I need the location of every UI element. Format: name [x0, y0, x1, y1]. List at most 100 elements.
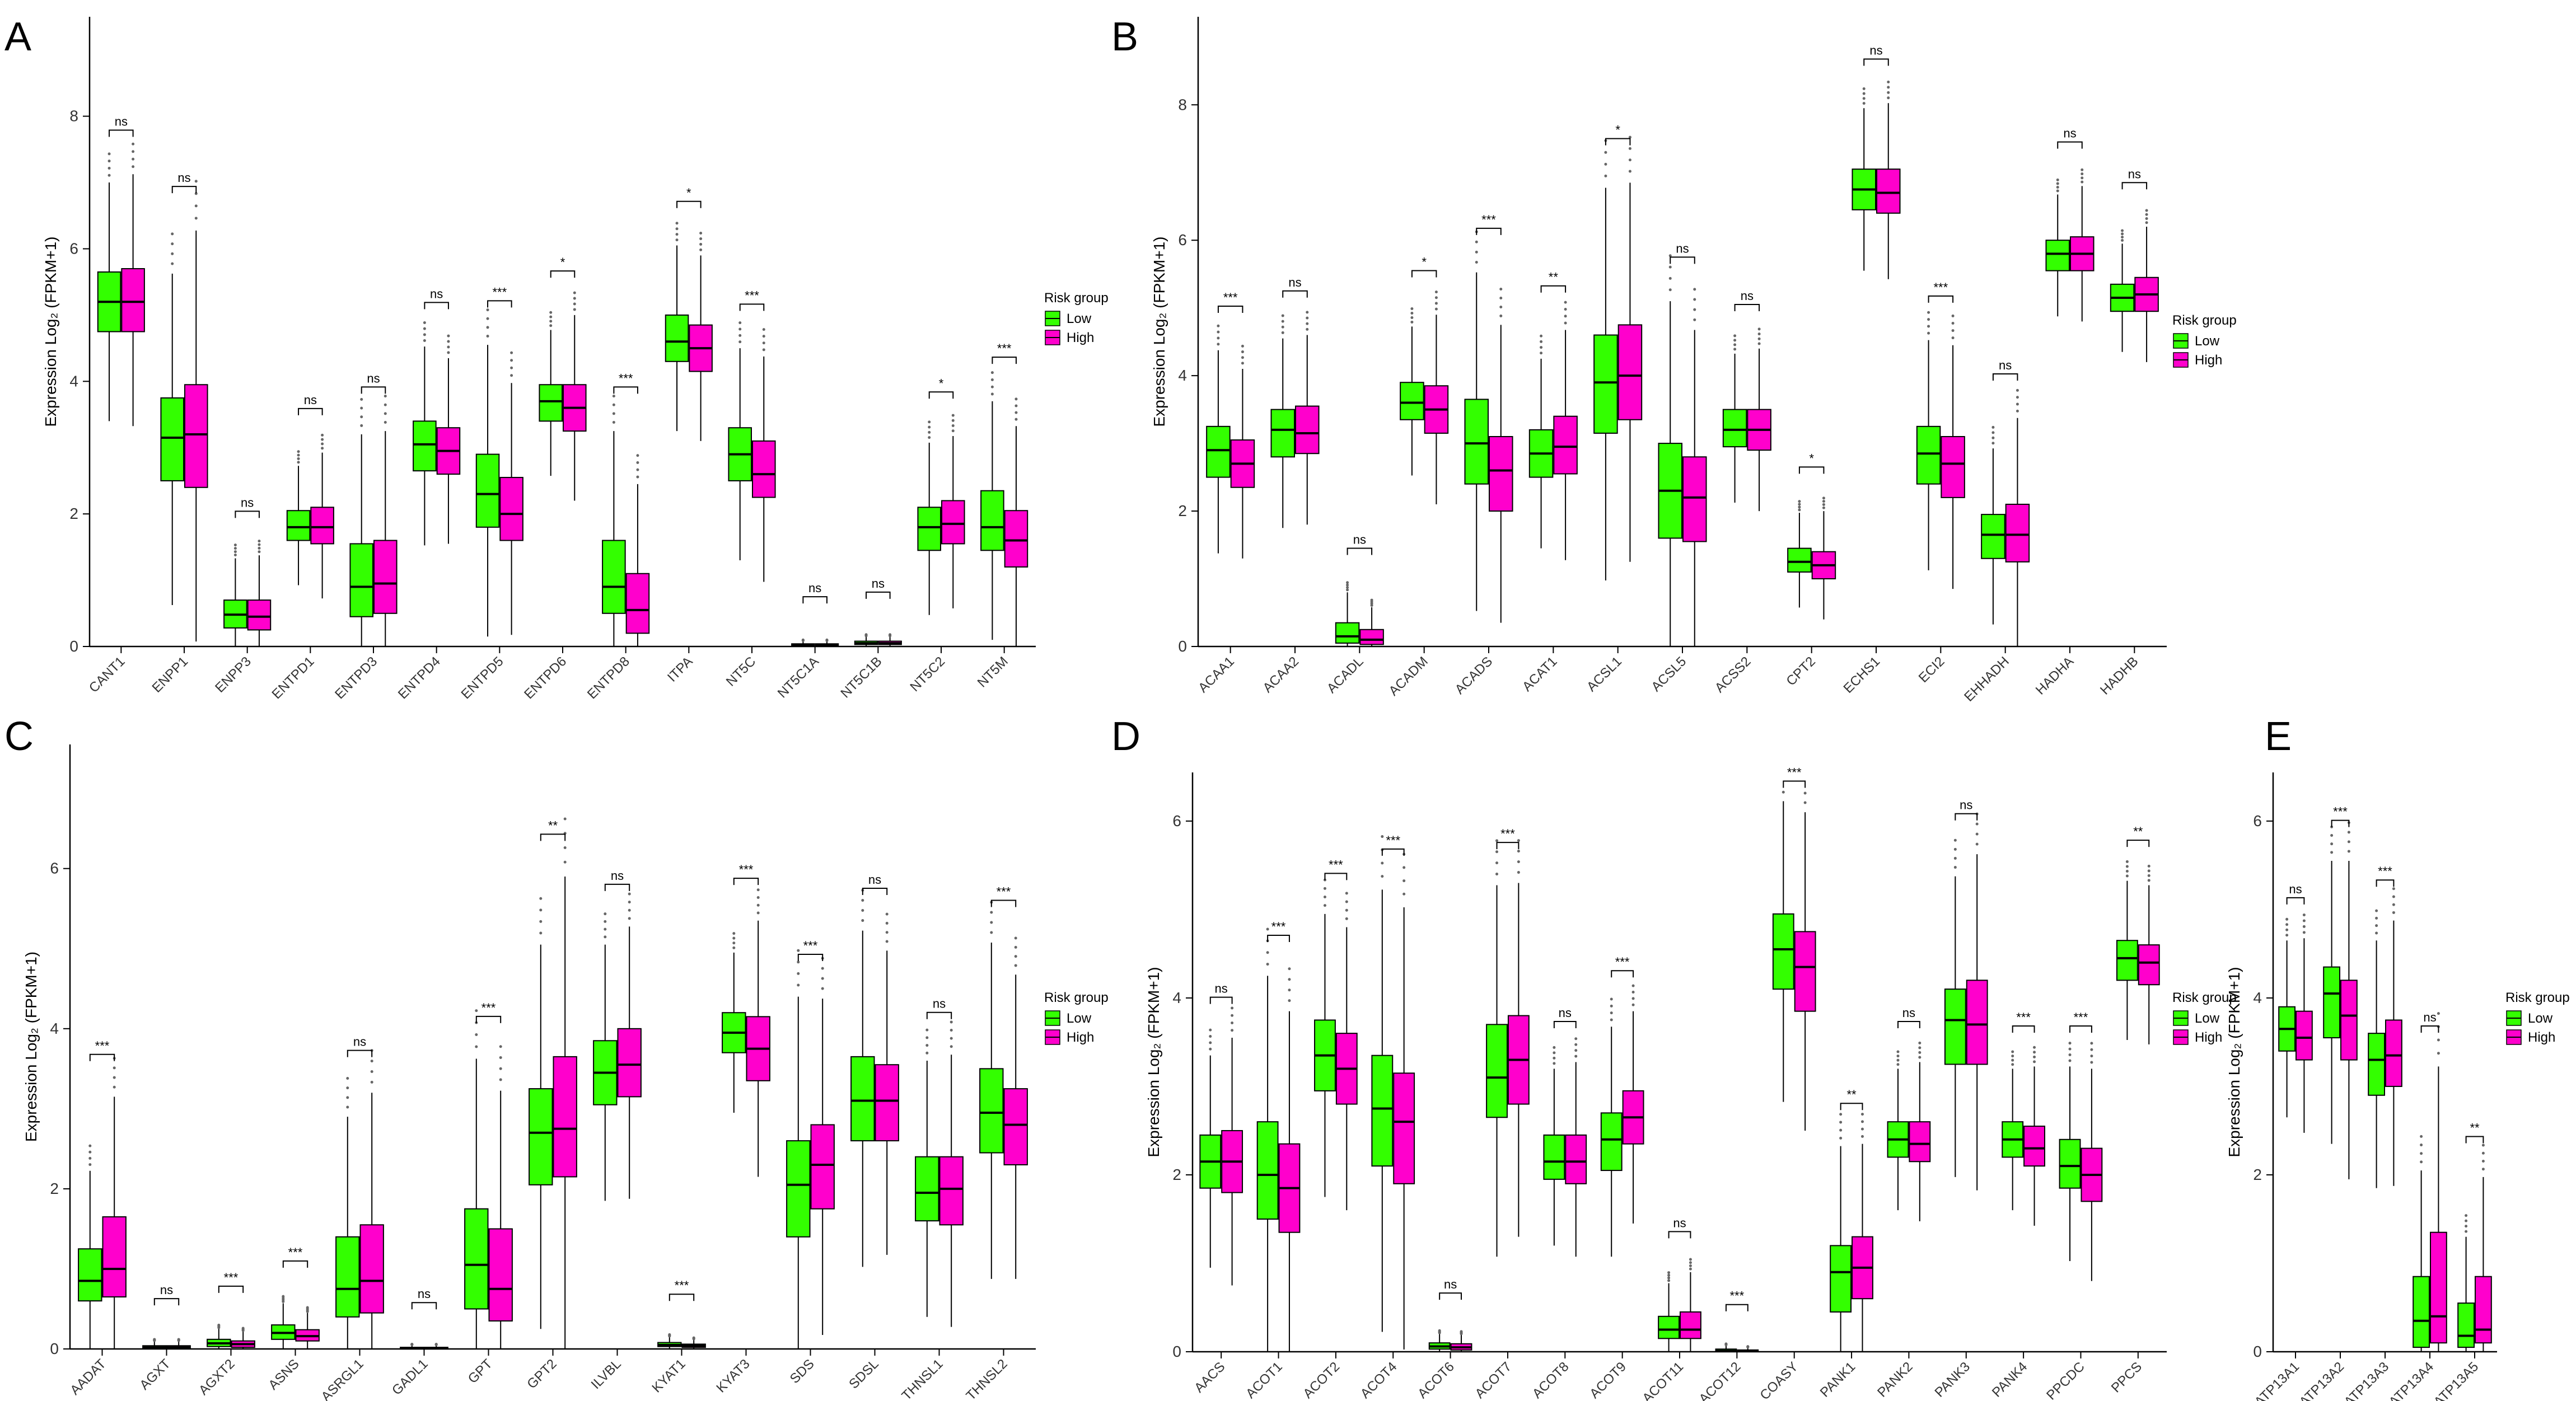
- legend: Risk group Low High: [2172, 313, 2237, 368]
- outlier-point-low: [675, 233, 679, 236]
- significance-label: ***: [803, 939, 818, 953]
- significance-bracket: [2126, 840, 2150, 847]
- box-low: [464, 1208, 489, 1310]
- outlier-point-low: [539, 931, 543, 935]
- outlier-point-low: [1862, 102, 1866, 105]
- outlier-point-low: [1281, 325, 1284, 329]
- outlier-point-high: [1574, 1043, 1578, 1046]
- outlier-point-low: [1410, 320, 1414, 324]
- outlier-point-high: [1306, 311, 1309, 314]
- outlier-point-low: [797, 972, 800, 975]
- outlier-point-low: [233, 547, 237, 550]
- outlier-point-high: [1860, 1120, 1864, 1123]
- outlier-point-high: [194, 204, 198, 208]
- outlier-point-low: [1217, 336, 1220, 340]
- outlier-point-high: [1574, 1049, 1578, 1052]
- outlier-point-low: [2330, 834, 2334, 837]
- outlier-point-high: [1014, 955, 1017, 958]
- significance-label: **: [2470, 1121, 2480, 1135]
- outlier-point-low: [539, 920, 543, 923]
- outlier-point-high: [762, 328, 765, 331]
- outlier-point-high: [1306, 327, 1309, 331]
- outlier-point-low: [297, 457, 300, 461]
- significance-label: ns: [367, 371, 380, 385]
- panel-letter: C: [4, 714, 34, 759]
- outlier-point-low: [1540, 352, 1543, 355]
- box-high: [1565, 1134, 1587, 1184]
- outlier-point-high: [950, 1045, 953, 1048]
- outlier-point-high: [2081, 180, 2084, 184]
- outlier-point-high: [1014, 397, 1018, 401]
- outlier-point-high: [2392, 895, 2395, 898]
- outlier-point-low: [486, 326, 489, 329]
- outlier-point-high: [2016, 388, 2019, 392]
- significance-bracket: [1496, 842, 1520, 850]
- outlier-point-high: [1517, 839, 1520, 842]
- y-tick-label: 2: [2253, 1166, 2262, 1183]
- outlier-point-low: [1381, 875, 1384, 878]
- box-high: [359, 1224, 384, 1314]
- outlier-point-low: [2125, 860, 2129, 863]
- box-low: [602, 540, 626, 614]
- significance-label: ***: [1933, 280, 1948, 294]
- outlier-point-low: [1953, 838, 1957, 842]
- outlier-point-high: [889, 633, 892, 636]
- outlier-point-low: [423, 333, 426, 336]
- outlier-point-low: [297, 450, 300, 453]
- box-high: [1876, 168, 1901, 214]
- outlier-point-low: [1798, 500, 1801, 503]
- outlier-point-low: [612, 403, 615, 406]
- outlier-point-low: [423, 321, 426, 325]
- box-high: [752, 440, 776, 498]
- outlier-point-low: [1991, 442, 1995, 445]
- outlier-point-high: [762, 341, 765, 345]
- box-high: [2138, 944, 2160, 986]
- outlier-point-high: [821, 967, 824, 970]
- outlier-point-high: [241, 1327, 245, 1330]
- outlier-point-high: [1689, 1264, 1692, 1267]
- y-tick-label: 6: [50, 860, 59, 877]
- outlier-point-high: [2033, 1055, 2036, 1058]
- outlier-point-high: [1564, 321, 1567, 325]
- legend-label-high: High: [2195, 353, 2222, 368]
- outlier-point-low: [925, 1051, 929, 1055]
- box-low: [1787, 547, 1812, 573]
- legend-label-high: High: [2528, 1030, 2555, 1045]
- outlier-point-high: [951, 419, 955, 422]
- outlier-point-low: [928, 425, 931, 429]
- significance-bracket: [540, 833, 566, 841]
- outlier-point-low: [233, 554, 237, 557]
- legend-title: Risk group: [2172, 990, 2237, 1005]
- box-low: [349, 543, 374, 617]
- outlier-point-low: [1991, 425, 1995, 429]
- box-low: [2413, 1276, 2430, 1348]
- significance-label: *: [686, 186, 691, 200]
- outlier-point-high: [1241, 362, 1244, 365]
- significance-bracket: [1267, 934, 1290, 942]
- significance-label: ns: [808, 581, 821, 595]
- outlier-point-low: [1281, 331, 1284, 334]
- significance-label: ***: [492, 285, 507, 299]
- y-axis-label: Expression Log₂ (FPKM+1): [1145, 967, 1162, 1157]
- box-low: [1464, 399, 1489, 485]
- outlier-point-low: [233, 550, 237, 554]
- significance-label: *: [1422, 255, 1427, 269]
- outlier-point-high: [1460, 1330, 1463, 1333]
- outlier-point-high: [2016, 409, 2019, 413]
- outlier-point-high: [2081, 176, 2084, 180]
- significance-label: ns: [1999, 358, 2012, 372]
- outlier-point-low: [1475, 261, 1478, 264]
- outlier-point-high: [1564, 307, 1567, 311]
- outlier-point-high: [1241, 350, 1244, 354]
- significance-bracket: [2012, 1025, 2035, 1033]
- outlier-point-high: [1014, 945, 1017, 949]
- outlier-point-low: [2330, 851, 2334, 854]
- box-low: [2457, 1302, 2475, 1348]
- outlier-point-low: [297, 461, 300, 464]
- outlier-point-high: [447, 351, 450, 354]
- outlier-point-low: [604, 920, 607, 923]
- outlier-point-low: [861, 919, 864, 922]
- outlier-point-high: [1887, 91, 1890, 94]
- outlier-point-high: [1434, 296, 1438, 299]
- significance-label: ns: [418, 1287, 431, 1301]
